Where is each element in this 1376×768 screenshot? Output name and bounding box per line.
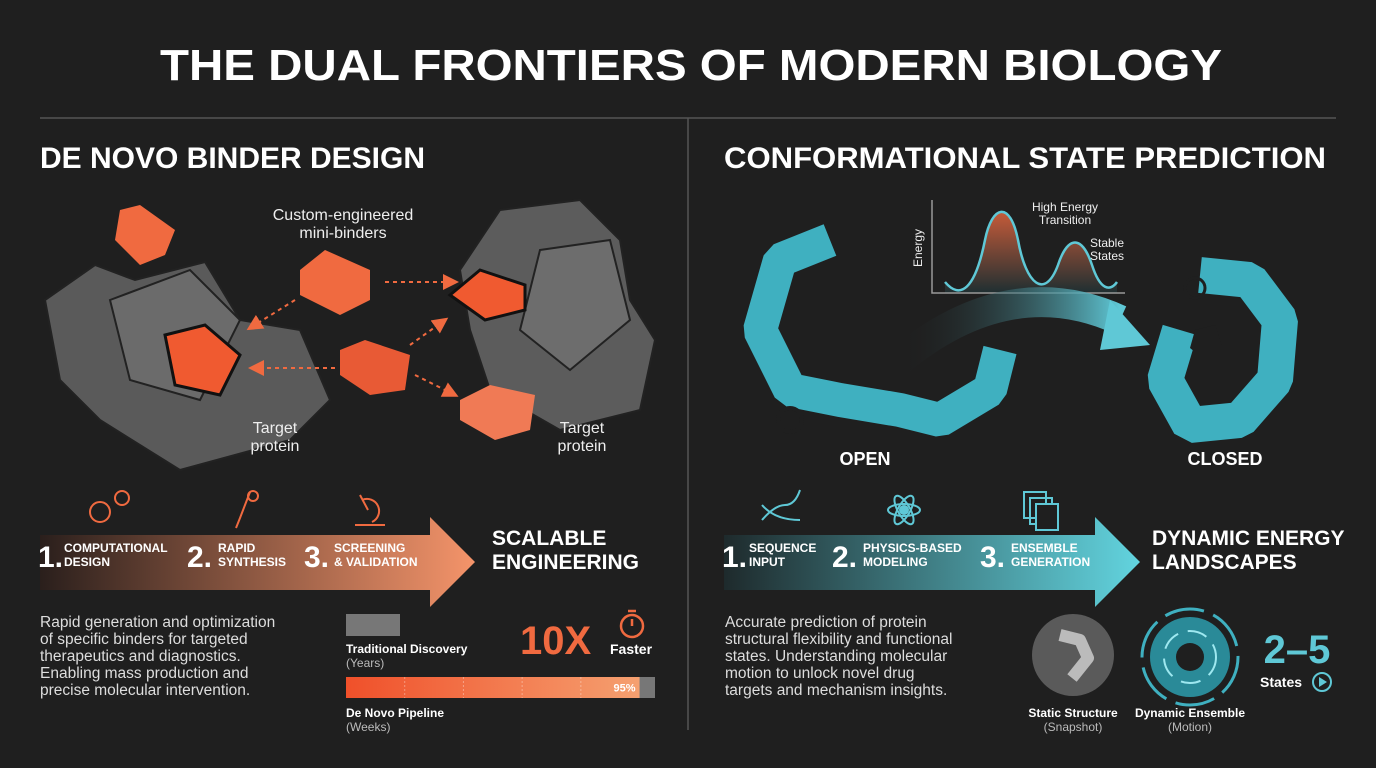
outcome: ENGINEERING bbox=[492, 551, 639, 574]
target-label: Target bbox=[560, 420, 605, 437]
description-line: of specific binders for targeted bbox=[40, 631, 248, 648]
step-label: INPUT bbox=[749, 555, 786, 569]
bar-label: De Novo Pipeline bbox=[346, 706, 444, 720]
step-label: & VALIDATION bbox=[334, 555, 418, 569]
pipeline-arrow bbox=[40, 517, 475, 607]
pipeline-arrow bbox=[724, 517, 1140, 607]
step-label: SEQUENCE bbox=[749, 541, 816, 555]
bar-unit: (Weeks) bbox=[346, 720, 390, 734]
outcome: SCALABLE bbox=[492, 527, 606, 550]
description-line: precise molecular intervention. bbox=[40, 682, 250, 699]
target-label: protein bbox=[251, 438, 300, 455]
binder-illustration bbox=[43, 198, 657, 472]
icon-sub: (Motion) bbox=[1168, 720, 1212, 734]
step-label: DESIGN bbox=[64, 555, 110, 569]
speedup-label: Faster bbox=[610, 641, 653, 657]
icon-label: Static Structure bbox=[1028, 706, 1118, 720]
step-label: ENSEMBLE bbox=[1011, 541, 1078, 555]
conformation-illustration bbox=[743, 224, 1298, 443]
callout: Custom-engineered bbox=[273, 207, 414, 224]
dynamic-ensemble-icon bbox=[1140, 607, 1240, 707]
bar-unit: (Years) bbox=[346, 656, 384, 670]
play-icon bbox=[1312, 672, 1332, 692]
step-icons bbox=[89, 490, 385, 529]
description-line: motion to unlock novel drug bbox=[725, 665, 915, 682]
target-label: Target bbox=[253, 420, 298, 437]
state-label: OPEN bbox=[839, 449, 890, 469]
step-label: COMPUTATIONAL bbox=[64, 541, 168, 555]
step-label: SCREENING bbox=[334, 541, 405, 555]
speedup-value: 10X bbox=[520, 619, 591, 663]
state-count: 2–5 bbox=[1264, 628, 1331, 672]
static-structure-icon bbox=[1032, 614, 1114, 696]
step-label: PHYSICS-BASED bbox=[863, 541, 962, 555]
step-label: GENERATION bbox=[1011, 555, 1090, 569]
plot-annotation: High Energy bbox=[1032, 200, 1098, 214]
bar-value-label: 95% bbox=[614, 683, 636, 695]
step-number: 3. bbox=[304, 541, 329, 574]
step-number: 1. bbox=[722, 541, 747, 574]
bar-label: Traditional Discovery bbox=[346, 642, 468, 656]
step-label: MODELING bbox=[863, 555, 928, 569]
section-heading: DE NOVO BINDER DESIGN bbox=[40, 142, 425, 175]
description-line: Enabling mass production and bbox=[40, 665, 249, 682]
step-icons bbox=[761, 489, 1059, 531]
outcome: LANDSCAPES bbox=[1152, 551, 1297, 574]
target-label: protein bbox=[558, 438, 607, 455]
de-novo-bar bbox=[346, 677, 640, 698]
outcome: DYNAMIC ENERGY bbox=[1152, 527, 1345, 550]
state-count-label: States bbox=[1260, 674, 1302, 690]
callout: mini-binders bbox=[299, 225, 386, 242]
stopwatch-icon bbox=[619, 609, 645, 639]
axis-label: Energy bbox=[911, 229, 925, 267]
page-title: THE DUAL FRONTIERS OF MODERN BIOLOGY bbox=[160, 41, 1222, 90]
plot-annotation: Stable bbox=[1090, 236, 1124, 250]
description: Rapid generation and optimization of spe… bbox=[40, 614, 275, 699]
section-heading: CONFORMATIONAL STATE PREDICTION bbox=[724, 142, 1326, 175]
de-novo-bar-group: 95% bbox=[346, 677, 640, 698]
step-number: 2. bbox=[832, 541, 857, 574]
description-line: Rapid generation and optimization bbox=[40, 614, 275, 631]
step-number: 3. bbox=[980, 541, 1005, 574]
step-number: 2. bbox=[187, 541, 212, 574]
plot-annotation: Transition bbox=[1039, 213, 1091, 227]
description-line: targets and mechanism insights. bbox=[725, 682, 947, 699]
step-number: 1. bbox=[38, 541, 63, 574]
state-label: CLOSED bbox=[1187, 449, 1262, 469]
plot-annotation: States bbox=[1090, 249, 1124, 263]
traditional-bar bbox=[346, 614, 400, 636]
description-line: therapeutics and diagnostics. bbox=[40, 648, 241, 665]
icon-label: Dynamic Ensemble bbox=[1135, 706, 1245, 720]
description-line: Accurate prediction of protein bbox=[725, 614, 927, 631]
step-label: RAPID bbox=[218, 541, 256, 555]
description-line: states. Understanding molecular bbox=[725, 648, 947, 665]
icon-sub: (Snapshot) bbox=[1044, 720, 1103, 734]
description-line: structural flexibility and functional bbox=[725, 631, 952, 648]
description: Accurate prediction of protein structura… bbox=[725, 614, 952, 699]
step-label: SYNTHESIS bbox=[218, 555, 286, 569]
